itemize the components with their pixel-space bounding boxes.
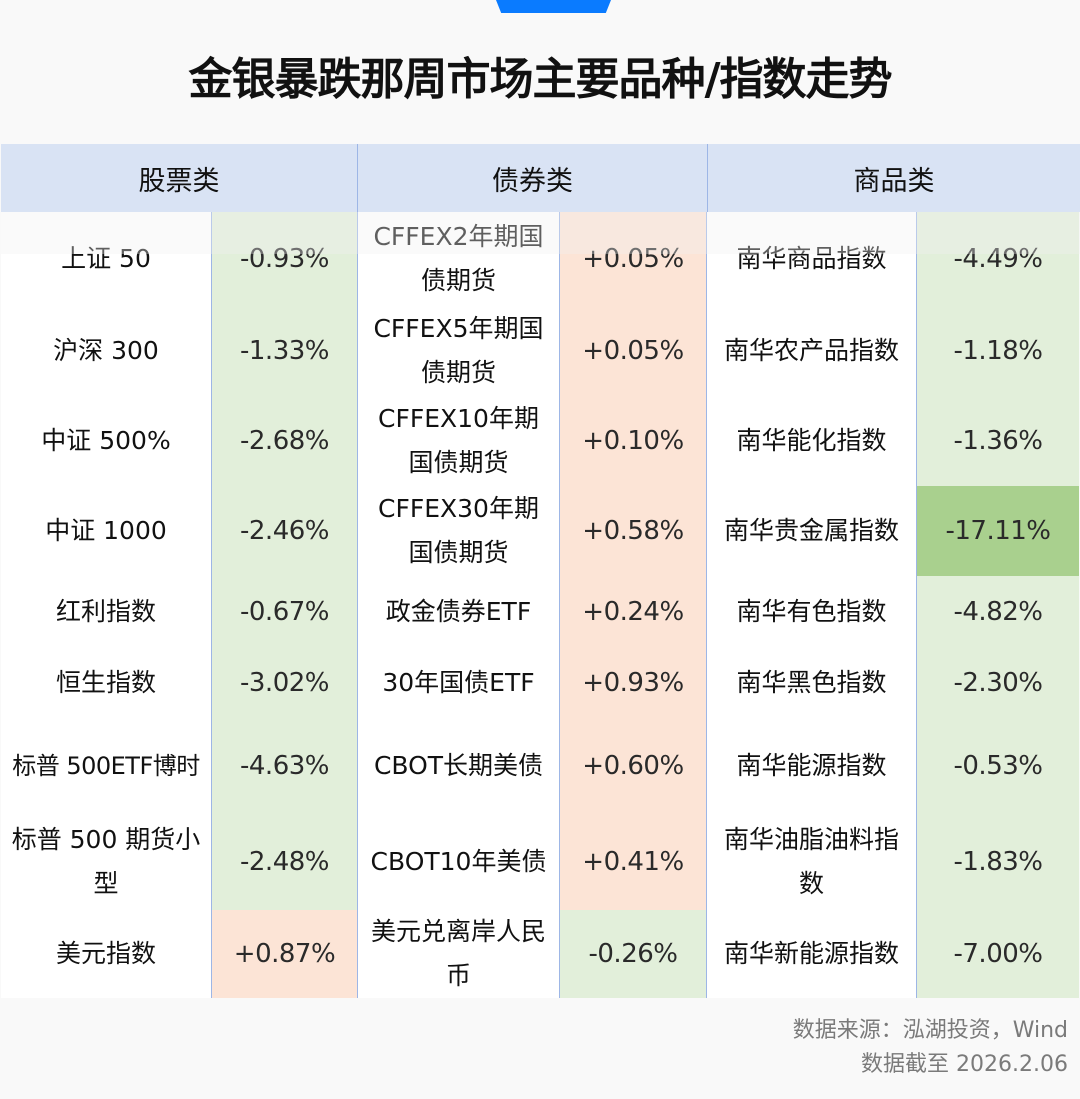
header-stocks: 股票类: [1, 144, 358, 212]
table-row: 中证 500% -2.68% CFFEX10年期国债期货 +0.10% 南华能化…: [1, 396, 1080, 486]
commodity-name: 南华黑色指数: [707, 648, 916, 718]
bond-name: CFFEX30年期国债期货: [358, 486, 559, 576]
table-header: 股票类 债券类 商品类: [1, 144, 1080, 212]
data-date: 数据截至 2026.2.06: [861, 1052, 1068, 1077]
bond-name: 30年国债ETF: [358, 648, 559, 718]
bond-value: +0.24%: [559, 576, 707, 648]
table-row: 美元指数 +0.87% 美元兑离岸人民币 -0.26% 南华新能源指数 -7.0…: [1, 910, 1080, 998]
commodity-value-highlight: -17.11%: [916, 486, 1079, 576]
stock-value: -3.02%: [211, 648, 358, 718]
stock-value: -4.63%: [211, 718, 358, 813]
commodity-name: 南华能化指数: [707, 396, 916, 486]
stock-name: 中证 500%: [1, 396, 211, 486]
bond-value: -0.26%: [559, 910, 707, 998]
bond-value: +0.93%: [559, 648, 707, 718]
table-row: 标普 500ETF博时 -4.63% CBOT长期美债 +0.60% 南华能源指…: [1, 718, 1080, 813]
bond-value: +0.05%: [559, 212, 707, 305]
stock-value: -1.33%: [211, 305, 358, 396]
stock-name: 标普 500ETF博时: [1, 718, 211, 813]
bond-name: CBOT长期美债: [358, 718, 559, 813]
bond-value: +0.41%: [559, 813, 707, 910]
stock-value: -0.93%: [211, 212, 358, 305]
commodity-value: -7.00%: [916, 910, 1079, 998]
stock-name: 沪深 300: [1, 305, 211, 396]
bond-name: 美元兑离岸人民币: [358, 910, 559, 998]
stock-name: 红利指数: [1, 576, 211, 648]
bond-name: 政金债券ETF: [358, 576, 559, 648]
bond-name: CFFEX2年期国债期货: [358, 212, 559, 305]
stock-value: -2.48%: [211, 813, 358, 910]
stock-name: 标普 500 期货小型: [1, 813, 211, 910]
bond-name: CFFEX10年期国债期货: [358, 396, 559, 486]
commodity-name: 南华贵金属指数: [707, 486, 916, 576]
stock-name: 恒生指数: [1, 648, 211, 718]
table-row: 中证 1000 -2.46% CFFEX30年期国债期货 +0.58% 南华贵金…: [1, 486, 1080, 576]
bond-name: CFFEX5年期国债期货: [358, 305, 559, 396]
commodity-value: -1.36%: [916, 396, 1079, 486]
market-table: 股票类 债券类 商品类 上证 50 -0.93% CFFEX2年期国债期货 +0…: [1, 144, 1080, 998]
commodity-value: -4.49%: [916, 212, 1079, 305]
data-source: 数据来源：泓湖投资，Wind: [792, 1018, 1068, 1043]
table-row: 红利指数 -0.67% 政金债券ETF +0.24% 南华有色指数 -4.82%: [1, 576, 1080, 648]
stock-name: 上证 50: [1, 212, 211, 305]
stock-value: -2.46%: [211, 486, 358, 576]
commodity-value: -1.83%: [916, 813, 1079, 910]
stock-name: 中证 1000: [1, 486, 211, 576]
commodity-value: -4.82%: [916, 576, 1079, 648]
header-bonds: 债券类: [358, 144, 708, 212]
stock-value: +0.87%: [211, 910, 358, 998]
commodity-name: 南华商品指数: [707, 212, 916, 305]
page-title: 金银暴跌那周市场主要品种/指数走势: [188, 54, 892, 105]
commodity-value: -2.30%: [916, 648, 1079, 718]
bond-value: +0.05%: [559, 305, 707, 396]
commodity-name: 南华油脂油料指数: [707, 813, 916, 910]
footer: 数据来源：泓湖投资，Wind 数据截至 2026.2.06: [793, 1014, 1068, 1082]
table-body: 上证 50 -0.93% CFFEX2年期国债期货 +0.05% 南华商品指数 …: [1, 212, 1080, 998]
commodity-name: 南华新能源指数: [707, 910, 916, 998]
commodity-value: -0.53%: [916, 718, 1079, 813]
header-commodities: 商品类: [853, 165, 935, 197]
table-row: 标普 500 期货小型 -2.48% CBOT10年美债 +0.41% 南华油脂…: [1, 813, 1080, 910]
commodity-value: -1.18%: [916, 305, 1079, 396]
table-row: 恒生指数 -3.02% 30年国债ETF +0.93% 南华黑色指数 -2.30…: [1, 648, 1080, 718]
table-row: 上证 50 -0.93% CFFEX2年期国债期货 +0.05% 南华商品指数 …: [1, 212, 1080, 305]
commodity-name: 南华能源指数: [707, 718, 916, 813]
commodity-name: 南华有色指数: [707, 576, 916, 648]
bond-value: +0.60%: [559, 718, 707, 813]
bond-name: CBOT10年美债: [358, 813, 559, 910]
table-row: 沪深 300 -1.33% CFFEX5年期国债期货 +0.05% 南华农产品指…: [1, 305, 1080, 396]
bond-value: +0.58%: [559, 486, 707, 576]
stock-name: 美元指数: [1, 910, 211, 998]
stock-value: -2.68%: [211, 396, 358, 486]
stock-value: -0.67%: [211, 576, 358, 648]
top-tab-decoration: [496, 0, 611, 13]
commodity-name: 南华农产品指数: [707, 305, 916, 396]
bond-value: +0.10%: [559, 396, 707, 486]
